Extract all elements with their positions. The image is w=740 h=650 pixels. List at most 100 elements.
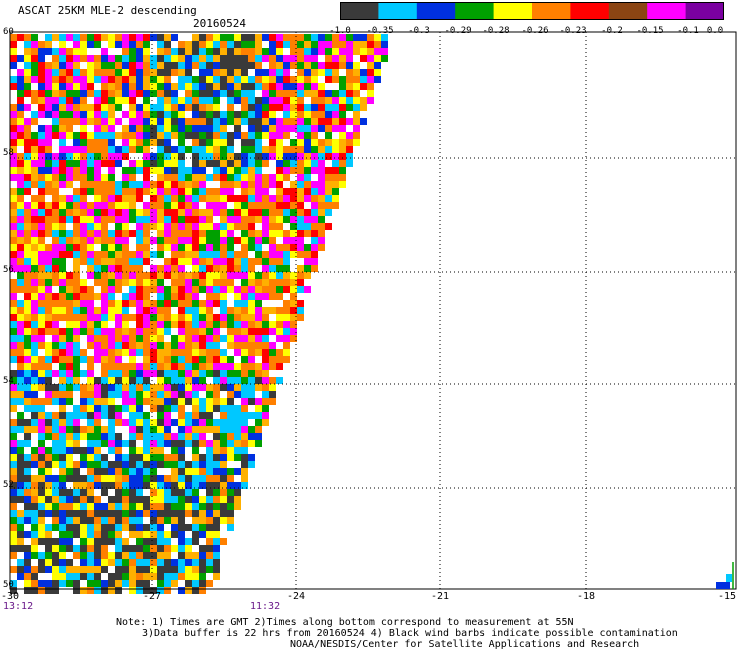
swath-cell [192,349,199,356]
swath-cell [164,146,171,153]
swath-cell [269,258,276,265]
swath-cell [52,356,59,363]
swath-cell [220,342,227,349]
swath-cell [101,153,108,160]
swath-cell [304,48,311,55]
swath-cell [318,244,325,251]
swath-cell [59,279,66,286]
swath-cell [66,433,73,440]
swath-cell [199,566,206,573]
swath-cell [283,272,290,279]
swath-cell [178,139,185,146]
swath-cell [283,188,290,195]
swath-cell [227,41,234,48]
swath-cell [150,335,157,342]
swath-cell [164,335,171,342]
swath-cell [17,426,24,433]
swath-cell [94,321,101,328]
swath-cell [10,265,17,272]
swath-cell [80,503,87,510]
swath-cell [269,265,276,272]
swath-cell [199,69,206,76]
swath-cell [31,160,38,167]
swath-cell [10,363,17,370]
swath-cell [17,517,24,524]
swath-cell [241,244,248,251]
swath-cell [185,405,192,412]
swath-cell [192,202,199,209]
swath-cell [192,279,199,286]
swath-cell [234,76,241,83]
swath-cell [24,405,31,412]
swath-cell [164,293,171,300]
swath-cell [31,202,38,209]
swath-cell [10,237,17,244]
swath-cell [157,419,164,426]
swath-cell [59,300,66,307]
swath-cell [31,153,38,160]
swath-cell [192,286,199,293]
swath-cell [192,363,199,370]
swath-cell [164,356,171,363]
swath-cell [136,76,143,83]
swath-cell [185,489,192,496]
swath-cell [87,272,94,279]
swath-cell [17,216,24,223]
swath-cell [73,496,80,503]
swath-cell [59,237,66,244]
swath-cell [164,391,171,398]
swath-cell [45,524,52,531]
swath-cell [206,34,213,41]
swath-cell [213,188,220,195]
swath-cell [17,391,24,398]
swath-cell [101,405,108,412]
swath-cell [164,167,171,174]
swath-cell [150,104,157,111]
swath-cell [24,524,31,531]
swath-cell [213,209,220,216]
swath-cell [129,104,136,111]
swath-cell [290,251,297,258]
swath-cell [255,370,262,377]
swath-cell [318,62,325,69]
swath-cell [283,279,290,286]
swath-cell [297,153,304,160]
swath-cell [178,398,185,405]
swath-cell [234,293,241,300]
swath-cell [269,370,276,377]
swath-cell [311,76,318,83]
swath-cell [136,195,143,202]
swath-cell [45,531,52,538]
swath-cell [80,468,87,475]
swath-cell [171,188,178,195]
swath-cell [94,34,101,41]
swath-cell [199,482,206,489]
swath-cell [150,146,157,153]
swath-cell [143,223,150,230]
swath-cell [80,34,87,41]
swath-cell [24,69,31,76]
swath-cell [171,475,178,482]
swath-cell [45,118,52,125]
swath-cell [87,454,94,461]
swath-cell [150,90,157,97]
swath-cell [38,139,45,146]
swath-cell [178,307,185,314]
swath-cell [381,34,388,41]
swath-cell [10,314,17,321]
swath-cell [234,321,241,328]
swath-cell [150,426,157,433]
swath-cell [297,300,304,307]
swath-cell [213,503,220,510]
swath-cell [59,83,66,90]
swath-cell [17,321,24,328]
swath-cell [220,195,227,202]
swath-cell [10,475,17,482]
swath-cell [129,328,136,335]
swath-cell [38,230,45,237]
swath-cell [157,489,164,496]
swath-cell [276,111,283,118]
swath-cell [262,321,269,328]
swath-cell [10,258,17,265]
swath-cell [185,69,192,76]
